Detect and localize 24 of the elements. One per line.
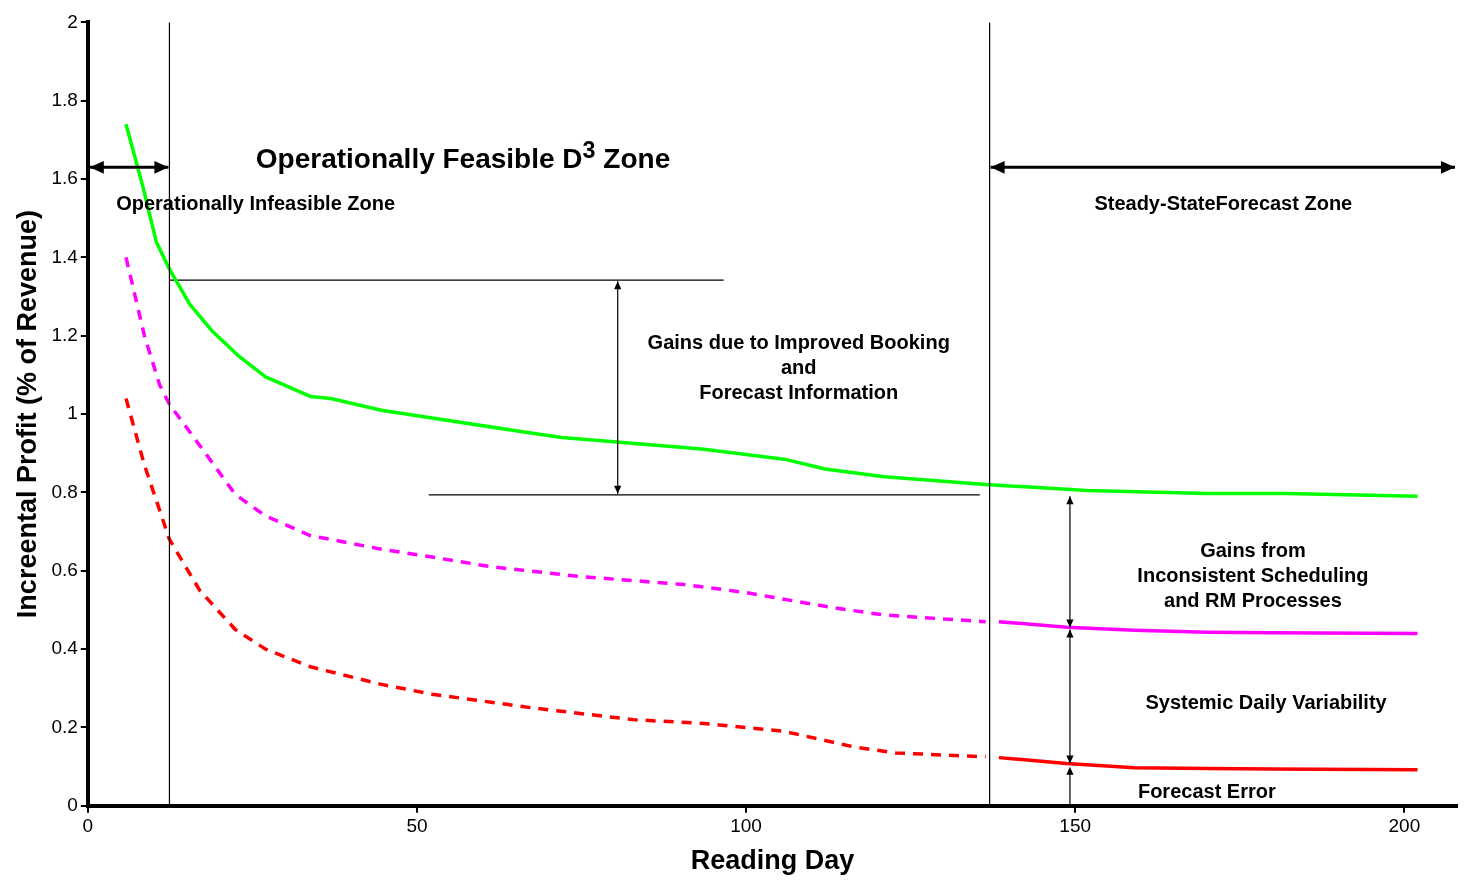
x-axis-title: Reading Day [690, 845, 855, 876]
y-tick-label: 1.2 [51, 323, 78, 345]
annotation: Gains from Inconsistent Scheduling and RM Processes [1137, 537, 1369, 613]
annotation: Steady-StateForecast Zone [1094, 190, 1353, 216]
x-tick-label: 100 [730, 815, 762, 837]
annotation: Systemic Daily Variability [1145, 689, 1387, 715]
annotation: Forecast Error [1137, 778, 1276, 804]
y-axis-title: Increental Profit (% of Revenue) [11, 210, 42, 619]
x-tick-label: 150 [1059, 815, 1092, 837]
x-tick-label: 200 [1388, 815, 1421, 837]
x-tick-label: 50 [406, 815, 428, 837]
y-tick-label: 1.4 [51, 245, 79, 267]
y-tick-label: 1.8 [51, 88, 78, 110]
y-tick-label: 1.6 [51, 167, 78, 189]
y-tick-label: 1 [67, 402, 78, 424]
y-tick-label: 2 [67, 10, 78, 32]
y-tick-label: 0.6 [51, 559, 78, 581]
y-tick-label: 0 [67, 794, 78, 816]
x-tick-label: 0 [82, 815, 94, 837]
annotation: Operationally Feasible D$^{3}$ Zone [255, 135, 671, 176]
y-tick-label: 0.4 [51, 637, 79, 659]
y-tick-label: 0.8 [51, 480, 78, 502]
y-tick-label: 0.2 [51, 715, 78, 737]
annotation: Gains due to Improved Booking and Forecast Information [647, 329, 950, 405]
